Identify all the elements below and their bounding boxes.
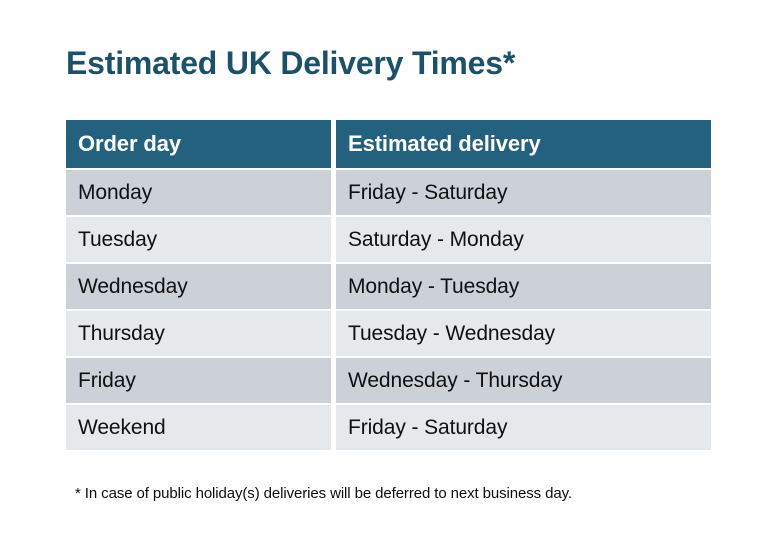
cell-estimated-delivery: Friday - Saturday — [336, 170, 711, 215]
cell-estimated-delivery: Saturday - Monday — [336, 217, 711, 262]
cell-estimated-delivery: Monday - Tuesday — [336, 264, 711, 309]
cell-order-day: Thursday — [66, 311, 331, 356]
table-row: Friday Wednesday - Thursday — [66, 358, 711, 403]
cell-order-day: Weekend — [66, 405, 331, 450]
table-header-row: Order day Estimated delivery — [66, 120, 711, 168]
cell-order-day: Tuesday — [66, 217, 331, 262]
page-title: Estimated UK Delivery Times* — [66, 45, 516, 81]
table-body: Monday Friday - Saturday Tuesday Saturda… — [66, 170, 711, 450]
column-header-estimated-delivery: Estimated delivery — [336, 120, 711, 168]
table-row: Thursday Tuesday - Wednesday — [66, 311, 711, 356]
cell-order-day: Monday — [66, 170, 331, 215]
cell-order-day: Friday — [66, 358, 331, 403]
cell-estimated-delivery: Wednesday - Thursday — [336, 358, 711, 403]
table-row: Monday Friday - Saturday — [66, 170, 711, 215]
table-row: Wednesday Monday - Tuesday — [66, 264, 711, 309]
footnote: * In case of public holiday(s) deliverie… — [75, 485, 572, 502]
table-row: Weekend Friday - Saturday — [66, 405, 711, 450]
cell-estimated-delivery: Friday - Saturday — [336, 405, 711, 450]
table-row: Tuesday Saturday - Monday — [66, 217, 711, 262]
cell-order-day: Wednesday — [66, 264, 331, 309]
delivery-times-table: Order day Estimated delivery Monday Frid… — [61, 118, 716, 452]
table-header: Order day Estimated delivery — [66, 120, 711, 168]
column-header-order-day: Order day — [66, 120, 331, 168]
cell-estimated-delivery: Tuesday - Wednesday — [336, 311, 711, 356]
